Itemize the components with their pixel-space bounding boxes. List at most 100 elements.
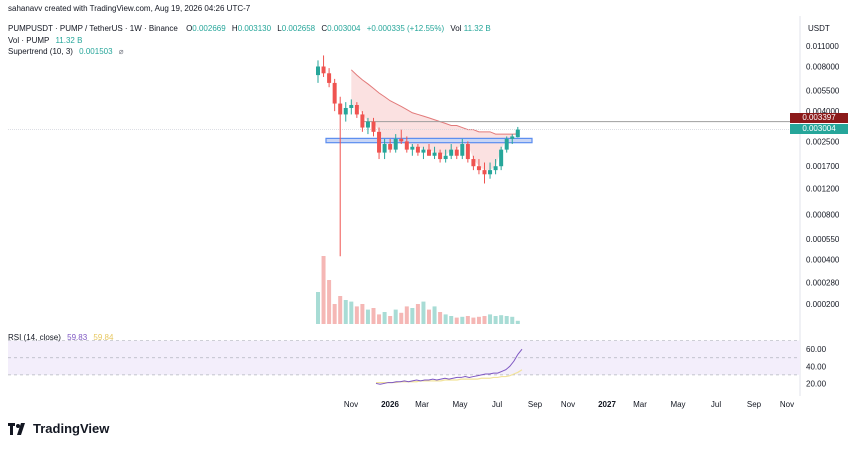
candle-body <box>454 149 459 156</box>
tradingview-logo[interactable]: TradingView <box>8 421 109 436</box>
close-value: 0.003004 <box>327 24 361 33</box>
volume-bar <box>327 280 332 324</box>
rsi-tick-label: 60.00 <box>806 345 827 354</box>
volume-bar <box>465 316 470 324</box>
candle-layer <box>316 55 520 257</box>
support-band <box>325 137 533 144</box>
volume-layer <box>316 256 520 324</box>
volume-bar <box>454 317 459 324</box>
volume-bar <box>421 301 426 324</box>
volume-bar <box>377 314 382 324</box>
volume-bar <box>449 316 454 324</box>
price-tick-label: 0.000200 <box>806 300 840 309</box>
volume-bar <box>427 309 431 324</box>
volume-bar <box>354 306 359 324</box>
candle-body <box>482 170 487 175</box>
price-tick-label: 0.000280 <box>806 278 840 287</box>
axis-layer: 0.011000 0.008000 0.005500 0.004000 0.002500… <box>344 42 840 409</box>
time-tick-label: Sep <box>528 400 543 409</box>
time-tick-label: Mar <box>633 400 647 409</box>
candle-body <box>438 152 443 160</box>
candle-body <box>421 149 426 153</box>
vol-label: Vol <box>450 24 462 33</box>
volume-bar <box>404 306 409 324</box>
byline: sahanavv created with TradingView.com, A… <box>8 4 251 13</box>
volume-legend-value: 11.32 B <box>55 36 83 45</box>
vol-value: 11.32 B <box>463 24 491 33</box>
candle-body <box>432 152 437 156</box>
rsi-legend-label: RSI (14, close) <box>8 333 61 342</box>
supertrend-legend-label: Supertrend (10, 3) <box>8 47 73 56</box>
volume-bar <box>482 316 487 324</box>
volume-bar <box>371 308 376 324</box>
open-value: 0.002669 <box>192 24 226 33</box>
candle-body <box>365 121 370 128</box>
volume-bar <box>399 312 404 324</box>
candle-body <box>354 104 359 115</box>
time-tick-label: Nov <box>561 400 575 409</box>
volume-bar <box>393 309 398 324</box>
volume-bar <box>460 316 465 324</box>
volume-bar <box>338 296 343 324</box>
candle-body <box>504 138 509 150</box>
candle-body <box>465 144 470 160</box>
volume-bar <box>515 320 520 324</box>
candle-body <box>443 155 448 160</box>
candle-body <box>382 144 387 153</box>
candle-body <box>510 136 515 139</box>
candle-body <box>393 138 398 150</box>
volume-bar <box>349 301 354 324</box>
candle-body <box>404 141 409 150</box>
volume-bar <box>382 312 387 324</box>
candle-body <box>499 149 504 167</box>
candle-body <box>343 107 348 115</box>
candle-body <box>327 73 332 83</box>
time-tick-label: 2027 <box>598 400 616 409</box>
volume-bar <box>471 317 476 324</box>
volume-bar <box>504 316 509 324</box>
price-tick-label: 0.005500 <box>806 87 840 96</box>
price-tick-label: 0.002500 <box>806 137 840 146</box>
volume-bar <box>316 292 320 324</box>
candle-body <box>460 144 465 156</box>
supertrend-layer <box>350 69 518 171</box>
volume-bar <box>443 314 448 324</box>
price-tick-label: 0.000550 <box>806 235 840 244</box>
candle-body <box>338 103 343 115</box>
resistance-price-tag: 0.003397 <box>790 113 848 123</box>
volume-bar <box>332 304 337 324</box>
rsi-legend[interactable]: RSI (14, close) 59.83 59.84 <box>8 333 113 342</box>
rsi-ma-legend-value: 59.84 <box>93 333 114 342</box>
volume-bar <box>438 312 443 324</box>
close-label: C <box>321 24 328 33</box>
candle-body <box>349 104 354 108</box>
hidden-eye-icon[interactable]: ⌀ <box>118 47 124 56</box>
price-tick-label: 0.000800 <box>806 211 840 220</box>
price-tick-label: 0.004000 <box>806 107 840 116</box>
volume-bar <box>510 316 515 324</box>
time-tick-label: Sep <box>747 400 762 409</box>
tradingview-brand: TradingView <box>33 421 110 436</box>
candle-body <box>476 166 481 171</box>
currency-label: USDT <box>808 24 830 33</box>
candle-body <box>427 149 431 156</box>
rsi-tick-label: 20.00 <box>806 379 827 388</box>
volume-bar <box>365 309 370 324</box>
candle-body <box>493 166 498 171</box>
supertrend-legend[interactable]: Supertrend (10, 3) 0.001503 ⌀ <box>8 47 124 56</box>
volume-bar <box>360 304 365 324</box>
symbol-name[interactable]: PUMPUSDT · PUMP / TetherUS · 1W · Binanc… <box>8 24 178 33</box>
volume-bar <box>432 306 437 324</box>
time-tick-label: Jul <box>492 400 502 409</box>
volume-legend[interactable]: Vol · PUMP 11.32 B <box>8 36 82 45</box>
symbol-info: PUMPUSDT · PUMP / TetherUS · 1W · Binanc… <box>8 24 491 33</box>
candle-body <box>388 144 393 150</box>
candle-body <box>515 129 520 138</box>
candle-body <box>471 159 476 167</box>
supertrend-line <box>350 69 518 135</box>
volume-bar <box>388 316 393 324</box>
rsi-line <box>375 348 523 385</box>
price-tick-label: 0.000400 <box>806 255 840 264</box>
time-tick-label: May <box>452 400 467 409</box>
